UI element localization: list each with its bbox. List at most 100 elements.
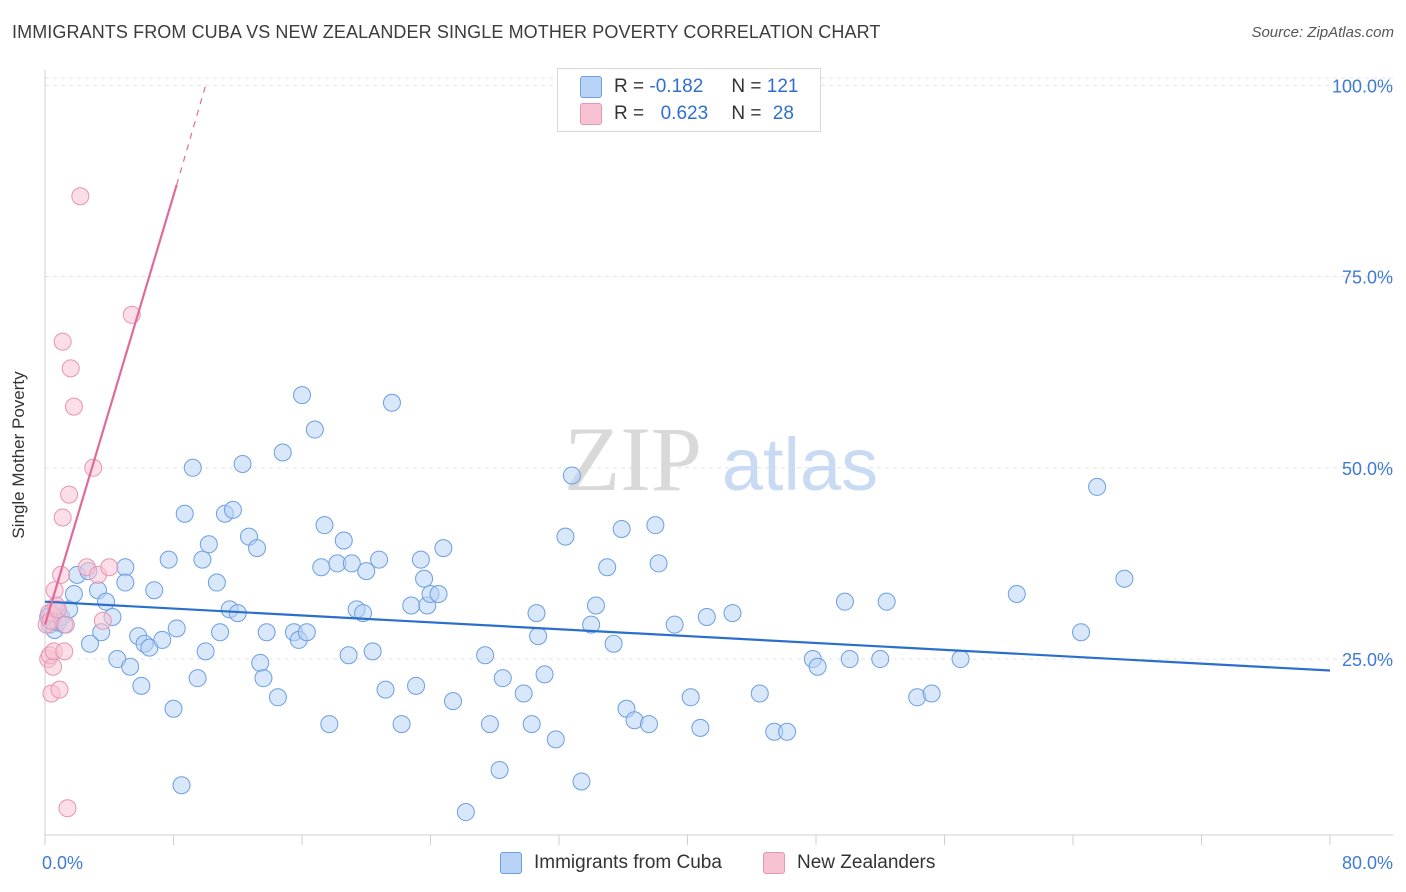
legend-n-label: N = (731, 103, 762, 124)
data-point (199, 535, 218, 554)
legend-item-cuba[interactable]: Immigrants from Cuba (500, 852, 722, 874)
data-point (493, 669, 512, 688)
data-point (145, 581, 164, 600)
trend-line-cuba (44, 600, 1331, 672)
legend-r-value: -0.182 (649, 76, 704, 97)
data-point (402, 596, 421, 615)
data-point (50, 680, 69, 699)
data-point (697, 607, 716, 626)
trend-line-nz-extension (176, 85, 207, 185)
data-point (334, 531, 353, 550)
data-point (52, 565, 71, 584)
data-point (100, 558, 119, 577)
data-point (750, 684, 769, 703)
data-point (93, 611, 112, 630)
data-point (691, 718, 710, 737)
data-point (248, 539, 267, 558)
data-point (586, 596, 605, 615)
grid-lines (45, 77, 1393, 660)
data-point (188, 669, 207, 688)
data-point (357, 562, 376, 581)
data-point (556, 527, 575, 546)
watermark-atlas: atlas (722, 423, 878, 506)
y-tick-label: 75.0% (1342, 268, 1393, 288)
data-point (297, 623, 316, 642)
data-point (665, 615, 684, 634)
data-point (64, 585, 83, 604)
data-point (116, 558, 135, 577)
axes (44, 70, 1393, 845)
trend-lines (43, 85, 1331, 672)
data-point (443, 692, 462, 711)
data-point (97, 592, 116, 611)
data-point (183, 458, 202, 477)
legend-swatch-pink (763, 852, 785, 874)
data-point (514, 684, 533, 703)
data-point (723, 604, 742, 623)
data-point (1115, 569, 1134, 588)
data-point (196, 642, 215, 661)
data-point (649, 554, 668, 573)
data-point (44, 657, 63, 676)
data-point (305, 420, 324, 439)
data-point (53, 332, 72, 351)
series-legend: Immigrants from Cuba New Zealanders (0, 850, 1406, 878)
y-tick-label: 100.0% (1332, 76, 1393, 96)
data-point (598, 558, 617, 577)
data-point (535, 665, 554, 684)
data-point (61, 359, 80, 378)
data-point (58, 799, 77, 818)
y-tick-label: 50.0% (1342, 459, 1393, 479)
x-tick-label: 0.0% (42, 853, 83, 873)
legend-n-value: 121 (766, 76, 799, 97)
data-point (312, 558, 331, 577)
data-point (429, 585, 448, 604)
data-point (411, 550, 430, 569)
x-tick-label: 80.0% (1342, 853, 1393, 873)
data-point (339, 646, 358, 665)
data-point (604, 634, 623, 653)
data-point (153, 630, 172, 649)
data-point (480, 715, 499, 734)
y-tick-label: 25.0% (1342, 650, 1393, 670)
data-point (376, 680, 395, 699)
data-point (527, 604, 546, 623)
data-point (315, 516, 334, 535)
correlation-legend: R = -0.182 N = 121 R = 0.623 N = 28 (557, 68, 821, 132)
data-point (233, 454, 252, 473)
data-point (407, 676, 426, 695)
data-point (175, 504, 194, 523)
data-point (546, 730, 565, 749)
data-point (342, 554, 361, 573)
data-point (293, 386, 311, 405)
data-point (207, 573, 226, 592)
data-point (877, 592, 896, 611)
data-point (778, 722, 797, 741)
data-point (193, 550, 212, 569)
data-point (132, 676, 151, 695)
chart-source: Source: ZipAtlas.com (1251, 24, 1394, 41)
data-point (251, 653, 270, 672)
watermark: ZIP atlas (564, 408, 878, 510)
data-point (268, 688, 287, 707)
data-point (64, 397, 83, 416)
data-point (71, 187, 90, 206)
data-point (257, 623, 276, 642)
data-point (434, 539, 453, 558)
data-point (116, 573, 135, 592)
legend-item-nz[interactable]: New Zealanders (763, 852, 935, 874)
data-point (84, 458, 103, 477)
data-point (392, 715, 411, 734)
legend-label-nz: New Zealanders (797, 852, 936, 873)
watermark-zip: ZIP (564, 408, 702, 510)
data-point (159, 550, 178, 569)
legend-swatch-blue (580, 76, 602, 98)
y-axis-label: Single Mother Poverty (9, 371, 28, 539)
data-point (681, 688, 700, 707)
data-point (80, 634, 99, 653)
data-point (382, 393, 401, 412)
data-point (121, 657, 140, 676)
data-point (167, 619, 186, 638)
data-point (612, 520, 631, 538)
data-point (164, 699, 183, 718)
